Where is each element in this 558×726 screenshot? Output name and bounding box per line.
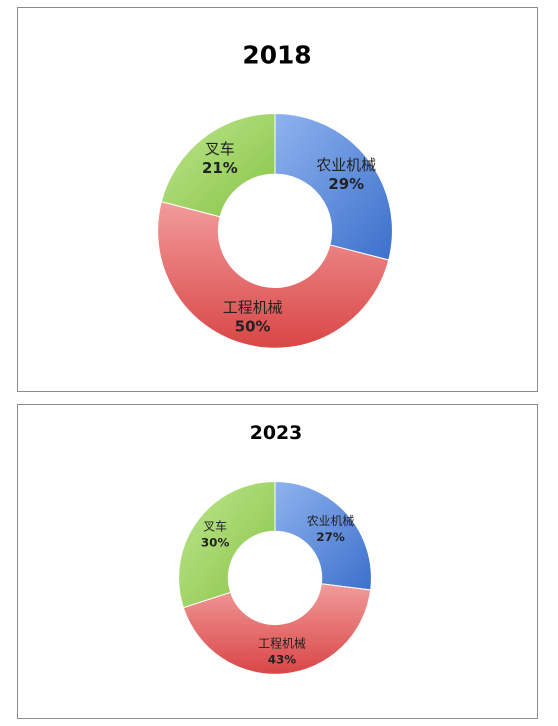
slice-label-2: 叉车 21% [202, 140, 238, 177]
donut-chart-2023: 2023 农业机械 27% 工程机械 43% 叉车 30% [178, 422, 372, 675]
donut-slice-1 [157, 201, 390, 349]
slice-label-1: 工程机械 43% [258, 637, 306, 667]
donut-chart-2018: 2018 农业机械 29% 工程机械 50% 叉车 21% [157, 41, 393, 349]
slice-label-2: 叉车 30% [201, 519, 230, 549]
slice-category: 农业机械 [307, 514, 355, 528]
slice-label-1: 工程机械 50% [223, 299, 283, 336]
slice-label-0: 农业机械 27% [307, 514, 355, 544]
chart-panel-2023: 2023 农业机械 27% 工程机械 43% 叉车 30% [17, 404, 538, 719]
slice-value: 21% [202, 159, 238, 177]
slice-label-0: 农业机械 29% [316, 156, 376, 193]
slice-value: 43% [268, 653, 297, 667]
slice-value: 27% [316, 530, 345, 544]
slice-value: 50% [235, 318, 271, 336]
donut-slice-2 [160, 112, 276, 218]
slice-value: 29% [328, 175, 364, 193]
chart-panel-2018: 2018 农业机械 29% 工程机械 50% 叉车 21% [17, 7, 538, 392]
donut-slice-1 [182, 583, 372, 675]
chart-title: 2023 [250, 422, 303, 444]
chart-title: 2018 [242, 41, 311, 70]
slice-category: 叉车 [205, 140, 235, 158]
donut-slice-0 [274, 481, 372, 591]
donut-slice-2 [178, 481, 276, 609]
slice-category: 工程机械 [223, 299, 283, 317]
slice-category: 农业机械 [316, 156, 376, 174]
slice-category: 工程机械 [258, 637, 306, 651]
donut-slice-0 [274, 112, 393, 261]
slice-value: 30% [201, 535, 230, 549]
slice-category: 叉车 [203, 519, 227, 533]
